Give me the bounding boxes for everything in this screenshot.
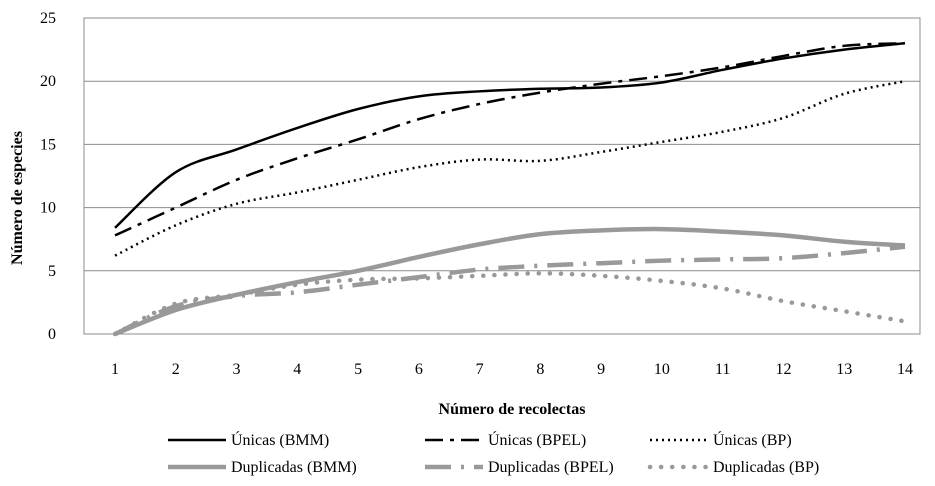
legend-label: Duplicadas (BP) (713, 459, 819, 476)
series-line-1 (114, 42, 906, 229)
x-tick-label: 6 (415, 361, 423, 378)
x-tick-label: 3 (233, 361, 241, 378)
legend-label: Únicas (BMM) (231, 430, 329, 449)
x-tick-label: 7 (476, 361, 484, 378)
legend-label: Únicas (BP) (713, 430, 792, 449)
legend-label: Duplicadas (BMM) (231, 459, 357, 476)
series-lines (112, 42, 908, 337)
y-axis-title: Número de especies (9, 131, 26, 265)
series-line-4 (114, 226, 906, 337)
x-tick-label: 11 (715, 361, 730, 378)
x-axis-title: Número de recolectas (439, 401, 586, 418)
x-tick-label: 1 (111, 361, 119, 378)
x-tick-label: 8 (536, 361, 544, 378)
x-tick-label: 13 (836, 361, 852, 378)
y-tick-label: 0 (48, 326, 56, 343)
plot-area (83, 17, 921, 335)
x-tick-label: 14 (897, 361, 913, 378)
series-line-3 (114, 79, 906, 257)
y-axis-ticks: 0 5 10 15 20 25 (40, 10, 56, 343)
legend: Únicas (BMM) Únicas (BPEL) Únicas (BP) Dupl… (168, 430, 819, 476)
series-line-6 (112, 271, 908, 337)
y-tick-label: 25 (40, 10, 56, 27)
gridlines (84, 17, 920, 335)
series-line-5 (114, 244, 906, 337)
series-line-2 (114, 42, 906, 237)
y-tick-label: 15 (40, 136, 56, 153)
y-tick-label: 5 (48, 263, 56, 280)
x-tick-label: 10 (654, 361, 670, 378)
plot-border (83, 17, 921, 335)
x-tick-label: 4 (293, 361, 301, 378)
x-tick-label: 9 (597, 361, 605, 378)
y-tick-label: 20 (40, 73, 56, 90)
legend-label: Duplicadas (BPEL) (488, 459, 614, 476)
x-tick-label: 2 (172, 361, 180, 378)
legend-label: Únicas (BPEL) (488, 430, 586, 449)
x-tick-label: 12 (775, 361, 791, 378)
y-tick-label: 10 (40, 200, 56, 217)
x-tick-label: 5 (354, 361, 362, 378)
x-axis-ticks: 1 2 3 4 5 6 7 8 9 10 11 12 13 14 (111, 361, 913, 378)
